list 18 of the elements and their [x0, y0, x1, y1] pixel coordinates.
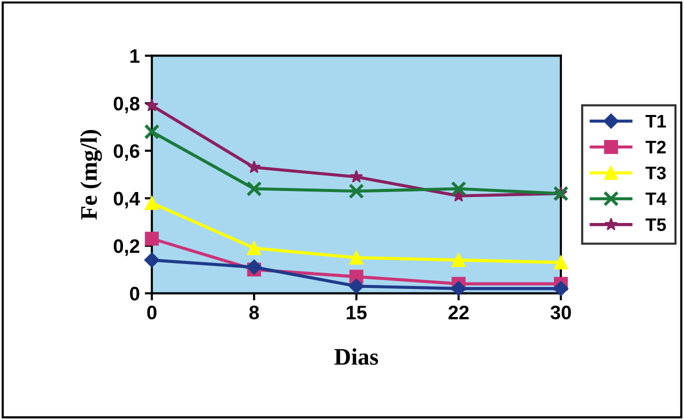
legend-label: T4: [646, 192, 666, 206]
x-axis-title: Dias: [334, 348, 378, 365]
y-tick-label: 0,8: [114, 96, 140, 114]
x-tick-label: 22: [448, 306, 469, 320]
y-tick-label: 0,6: [114, 144, 140, 161]
legend-label: T5: [646, 218, 666, 232]
x-tick-label: 0: [147, 306, 156, 320]
y-tick-label: 1: [130, 49, 140, 63]
y-axis-title: Fe (mg/l): [80, 130, 102, 220]
x-tick-label: 30: [550, 306, 571, 320]
legend-label: T2: [646, 140, 666, 154]
y-tick-label: 0,2: [114, 239, 140, 256]
legend-label: T3: [646, 166, 666, 180]
y-tick-label: 0: [130, 286, 140, 301]
x-tick-label: 8: [249, 306, 259, 320]
y-tick-label: 0,4: [114, 192, 140, 208]
legend-label: T1: [646, 115, 666, 128]
x-tick-label: 15: [346, 306, 367, 320]
